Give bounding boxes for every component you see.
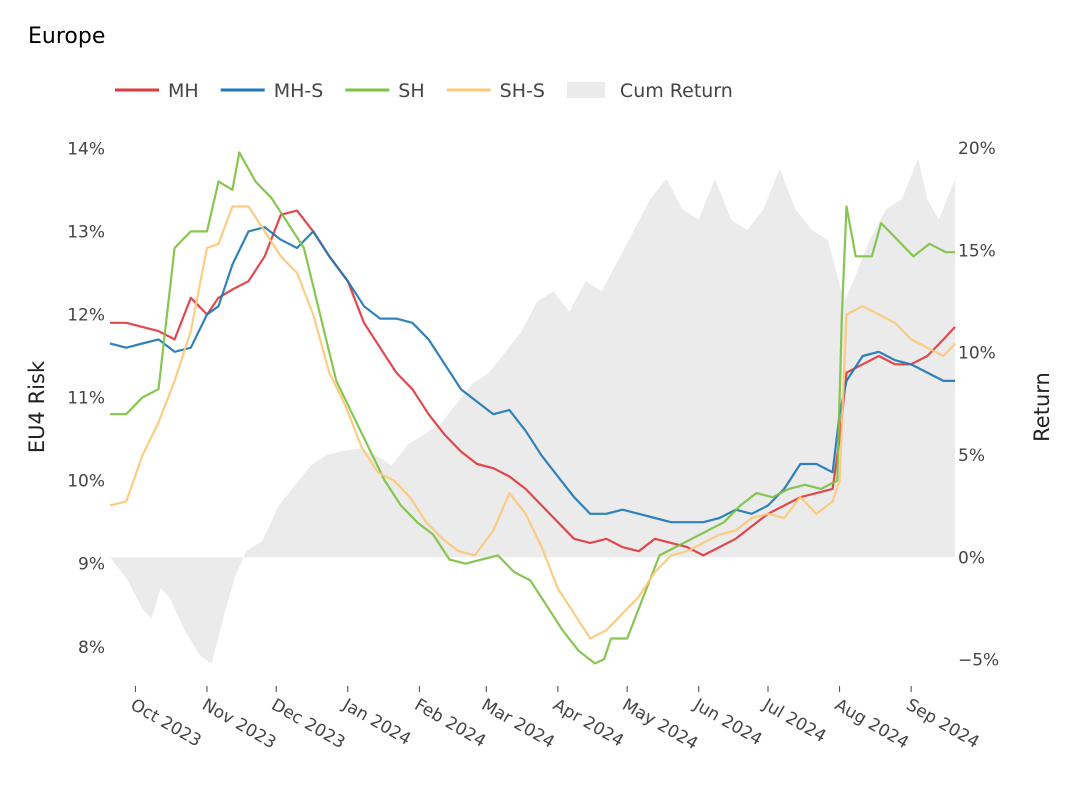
legend-label-mh: MH <box>168 80 199 102</box>
y-tick-label: 12% <box>67 305 105 325</box>
x-tick-label: Feb 2024 <box>411 695 489 752</box>
cum-return-area <box>110 158 955 664</box>
x-tick-label: Jul 2024 <box>759 695 830 747</box>
legend-label-sh-s: SH-S <box>500 80 545 102</box>
y-axis-left: 8% 9% 10% 11% 12% 13% 14% <box>67 139 105 657</box>
cum-return-area-layer <box>110 158 955 664</box>
legend-label-mh-s: MH-S <box>274 80 324 102</box>
y2-tick-label: 10% <box>958 344 996 364</box>
y2-axis-title: Return <box>1030 372 1054 442</box>
y-tick-label: 14% <box>67 139 105 159</box>
y2-tick-label: 20% <box>958 139 996 159</box>
x-tick-label: Jan 2024 <box>338 695 414 750</box>
series-line-mh-s <box>109 226 955 524</box>
y-tick-label: 8% <box>78 638 105 658</box>
series-line-mh <box>110 209 956 557</box>
legend-label-cum-return: Cum Return <box>620 80 733 102</box>
y2-tick-label: 5% <box>958 446 985 466</box>
legend-swatch-cum-return <box>566 82 605 98</box>
x-tick-label: Mar 2024 <box>478 695 558 753</box>
y2-tick-label: 15% <box>958 241 996 261</box>
series-line-sh <box>110 151 955 665</box>
series-lines-layer <box>109 151 956 665</box>
chart-title: Europe <box>28 24 105 49</box>
x-tick-label: Nov 2023 <box>198 695 279 753</box>
x-tick-label: Dec 2023 <box>268 695 349 753</box>
y-tick-label: 11% <box>67 389 105 409</box>
legend-label-sh: SH <box>398 80 424 102</box>
x-tick-label: May 2024 <box>619 695 702 754</box>
x-tick-label: Apr 2024 <box>549 695 627 751</box>
x-tick-label: Jun 2024 <box>689 695 765 750</box>
y-axis-title: EU4 Risk <box>25 360 49 453</box>
y2-tick-label: −5% <box>958 651 999 671</box>
y-axis-right: −5% 0% 5% 10% 15% 20% <box>958 139 999 670</box>
y-tick-label: 10% <box>67 472 105 492</box>
legend: MH MH-S SH SH-S Cum Return <box>115 80 733 102</box>
series-line-sh-s <box>109 205 956 640</box>
y-tick-label: 9% <box>78 555 105 575</box>
y-tick-label: 13% <box>67 222 105 242</box>
y2-tick-label: 0% <box>958 548 985 568</box>
x-tick-label: Sep 2024 <box>903 695 983 753</box>
x-tick-label: Aug 2024 <box>831 695 912 753</box>
x-tick-label: Oct 2023 <box>127 695 205 751</box>
